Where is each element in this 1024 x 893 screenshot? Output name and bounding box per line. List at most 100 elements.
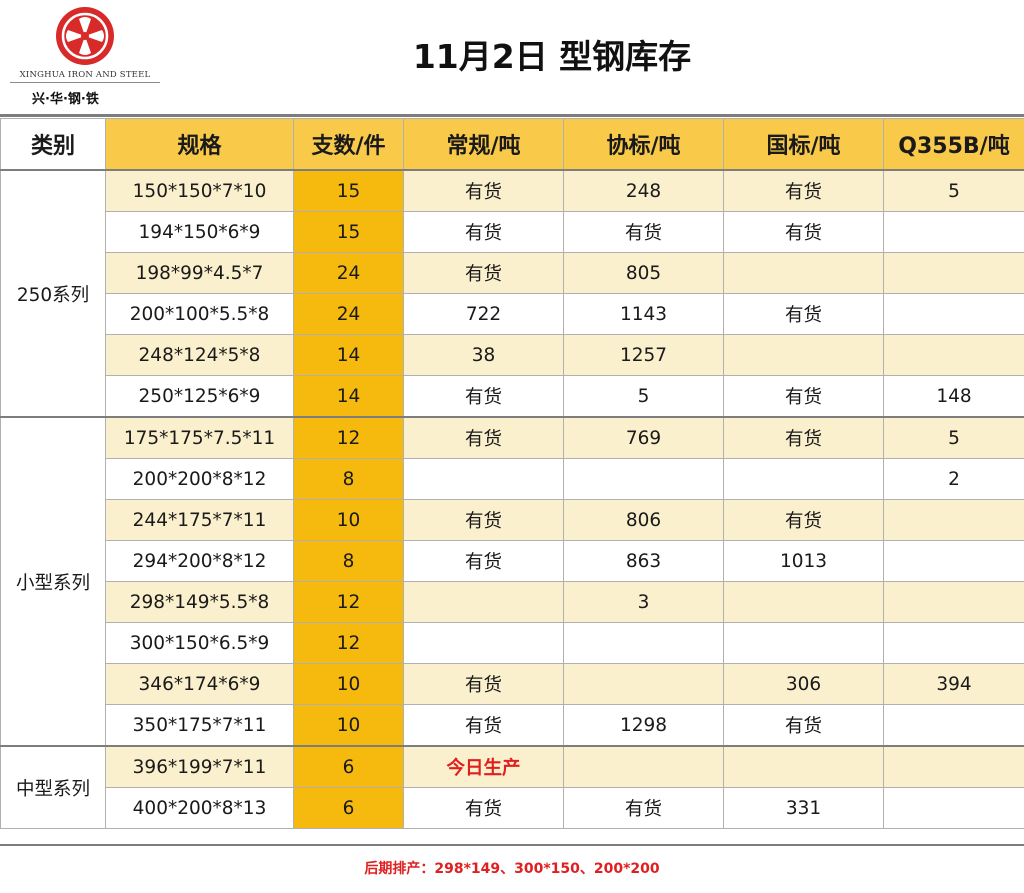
qty-cell: 10 [294, 705, 404, 747]
regular-cell [404, 582, 564, 623]
regular-cell: 有货 [404, 376, 564, 418]
header-assoc: 协标/吨 [564, 119, 724, 171]
category-cell: 小型系列 [1, 417, 106, 746]
assoc-cell: 有货 [564, 212, 724, 253]
assoc-cell: 1257 [564, 335, 724, 376]
logo-english-name: XINGHUA IRON AND STEEL [10, 70, 160, 80]
national-cell: 有货 [724, 170, 884, 212]
header-category: 类别 [1, 119, 106, 171]
qty-cell: 15 [294, 170, 404, 212]
logo-chinese-name: 兴·华·钢·铁 [32, 88, 99, 107]
q355b-cell [884, 582, 1024, 623]
header-regular: 常规/吨 [404, 119, 564, 171]
category-cell: 250系列 [1, 170, 106, 417]
logo-divider [10, 82, 160, 83]
national-cell: 有货 [724, 376, 884, 418]
q355b-cell [884, 500, 1024, 541]
national-cell: 有货 [724, 500, 884, 541]
spec-cell: 250*125*6*9 [106, 376, 294, 418]
spec-cell: 396*199*7*11 [106, 746, 294, 788]
regular-cell: 有货 [404, 417, 564, 459]
national-cell: 1013 [724, 541, 884, 582]
qty-cell: 15 [294, 212, 404, 253]
assoc-cell: 1143 [564, 294, 724, 335]
regular-cell: 今日生产 [404, 746, 564, 788]
q355b-cell [884, 705, 1024, 747]
regular-cell: 38 [404, 335, 564, 376]
qty-cell: 12 [294, 417, 404, 459]
assoc-cell: 863 [564, 541, 724, 582]
q355b-cell [884, 253, 1024, 294]
national-cell [724, 746, 884, 788]
category-cell: 中型系列 [1, 746, 106, 829]
q355b-cell [884, 335, 1024, 376]
qty-cell: 10 [294, 664, 404, 705]
sheet-header: XINGHUA IRON AND STEEL 兴·华·钢·铁 11月2日 型钢库… [0, 0, 1024, 117]
spec-cell: 200*200*8*12 [106, 459, 294, 500]
header-qty: 支数/件 [294, 119, 404, 171]
regular-cell: 有货 [404, 788, 564, 829]
assoc-cell: 1298 [564, 705, 724, 747]
q355b-cell [884, 788, 1024, 829]
regular-cell: 有货 [404, 212, 564, 253]
national-cell: 331 [724, 788, 884, 829]
qty-cell: 14 [294, 376, 404, 418]
national-cell [724, 623, 884, 664]
spec-cell: 294*200*8*12 [106, 541, 294, 582]
spec-cell: 346*174*6*9 [106, 664, 294, 705]
qty-cell: 24 [294, 294, 404, 335]
assoc-cell: 有货 [564, 788, 724, 829]
assoc-cell: 806 [564, 500, 724, 541]
spec-cell: 298*149*5.5*8 [106, 582, 294, 623]
spec-cell: 350*175*7*11 [106, 705, 294, 747]
qty-cell: 8 [294, 541, 404, 582]
assoc-cell: 805 [564, 253, 724, 294]
qty-cell: 24 [294, 253, 404, 294]
q355b-cell [884, 541, 1024, 582]
national-cell: 有货 [724, 212, 884, 253]
spec-cell: 175*175*7.5*11 [106, 417, 294, 459]
spec-cell: 244*175*7*11 [106, 500, 294, 541]
national-cell [724, 335, 884, 376]
regular-cell [404, 623, 564, 664]
national-cell: 有货 [724, 417, 884, 459]
q355b-cell: 2 [884, 459, 1024, 500]
assoc-cell: 248 [564, 170, 724, 212]
assoc-cell: 5 [564, 376, 724, 418]
assoc-cell [564, 746, 724, 788]
qty-cell: 12 [294, 582, 404, 623]
qty-cell: 10 [294, 500, 404, 541]
header-q355b: Q355B/吨 [884, 119, 1024, 171]
spec-cell: 400*200*8*13 [106, 788, 294, 829]
national-cell: 306 [724, 664, 884, 705]
spec-cell: 248*124*5*8 [106, 335, 294, 376]
regular-cell [404, 459, 564, 500]
q355b-cell: 394 [884, 664, 1024, 705]
regular-cell: 有货 [404, 705, 564, 747]
qty-cell: 12 [294, 623, 404, 664]
regular-cell: 有货 [404, 541, 564, 582]
assoc-cell [564, 459, 724, 500]
assoc-cell [564, 623, 724, 664]
spec-cell: 200*100*5.5*8 [106, 294, 294, 335]
qty-cell: 14 [294, 335, 404, 376]
qty-cell: 6 [294, 788, 404, 829]
regular-cell: 有货 [404, 170, 564, 212]
spec-cell: 300*150*6.5*9 [106, 623, 294, 664]
regular-cell: 有货 [404, 253, 564, 294]
